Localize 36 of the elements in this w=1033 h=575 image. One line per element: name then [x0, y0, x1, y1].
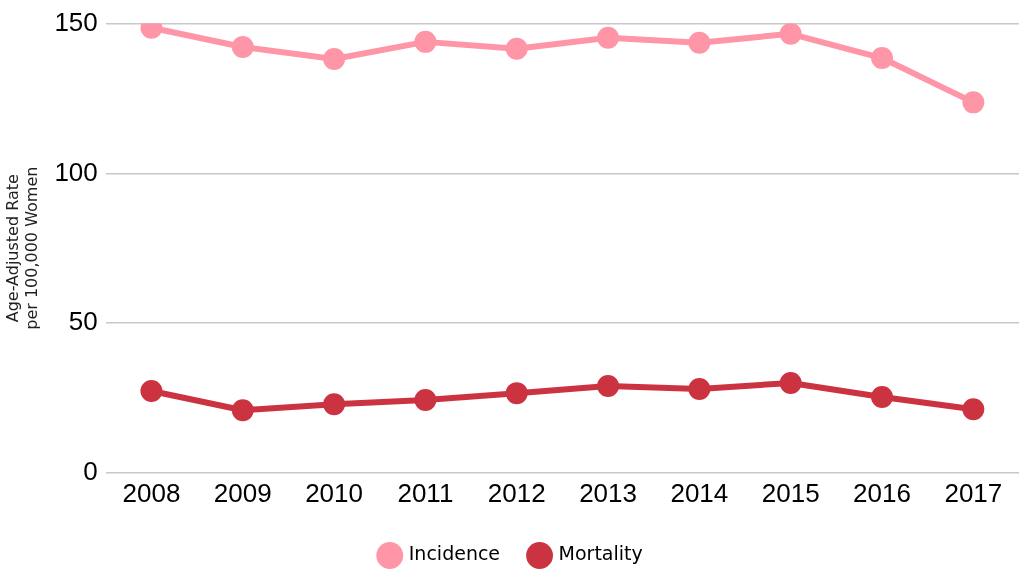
x-tick-label: 2015: [761, 477, 820, 508]
y-tick-label: 50: [68, 306, 98, 337]
x-tick-label: 2012: [487, 477, 546, 508]
point: [231, 399, 254, 422]
point: [779, 371, 802, 394]
y-axis-title: Age-Adjusted Rate per 100,000 Women: [2, 166, 41, 330]
x-tick-label: 2013: [579, 477, 637, 508]
point: [962, 91, 985, 114]
point: [597, 374, 620, 397]
point: [231, 35, 254, 58]
point: [505, 37, 528, 60]
y-tick-label: 100: [54, 156, 98, 187]
x-tick-label: 2014: [670, 477, 729, 508]
y-tick-label: 150: [54, 6, 98, 37]
x-tick-label: 2016: [853, 477, 911, 508]
point: [140, 380, 163, 403]
x-tick-label: 2011: [397, 477, 454, 508]
x-tick-label: 2010: [305, 477, 364, 508]
point: [688, 377, 711, 400]
y-tick-label: 0: [83, 455, 98, 486]
point: [688, 31, 711, 54]
point: [414, 389, 437, 412]
point: [505, 382, 528, 405]
point: [871, 386, 894, 409]
point: [323, 47, 346, 70]
legend-label: Mortality: [558, 542, 643, 565]
x-tick-label: 2008: [122, 477, 181, 508]
point: [779, 23, 802, 45]
point: [962, 398, 985, 421]
point: [871, 47, 894, 70]
point: [414, 30, 437, 53]
point: [597, 26, 620, 49]
legend-label: Incidence: [408, 542, 501, 565]
x-tick-label: 2017: [944, 477, 1003, 508]
point: [323, 393, 346, 416]
x-tick-label: 2009: [213, 477, 272, 508]
